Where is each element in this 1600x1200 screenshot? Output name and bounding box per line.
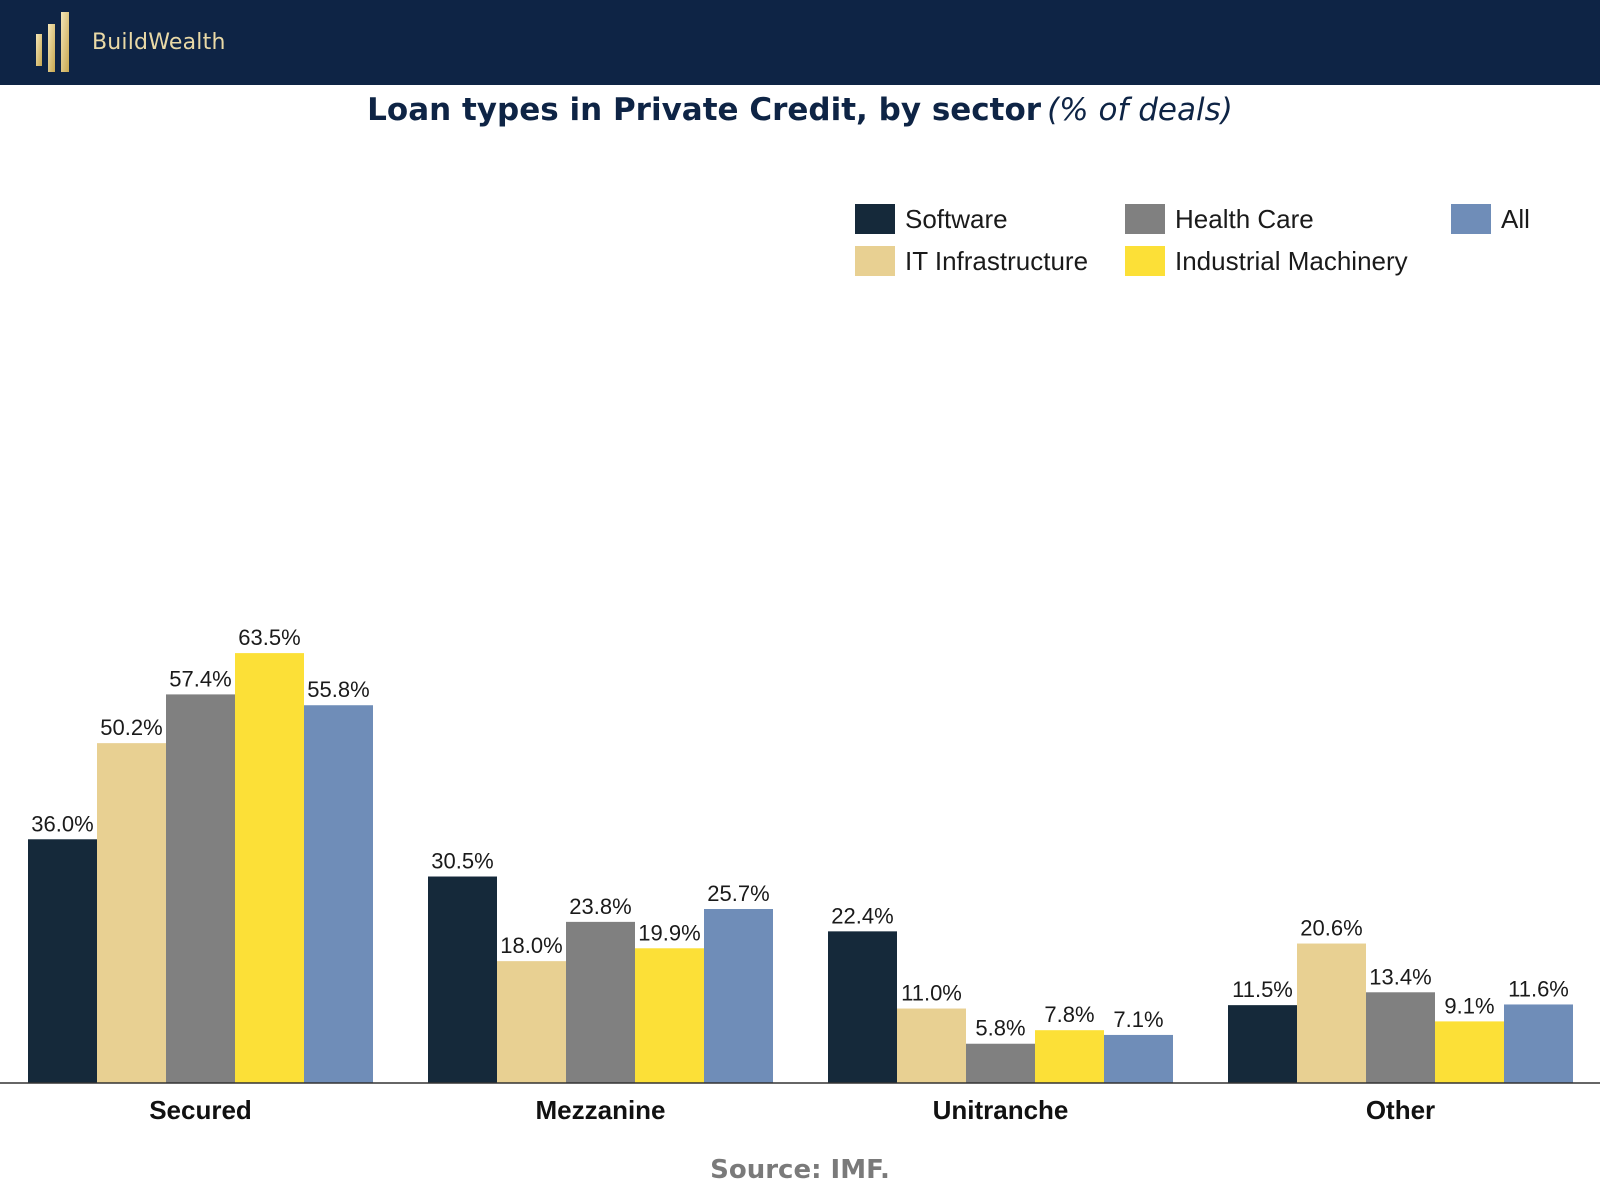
- data-label-unitranche-industrial-machinery: 7.8%: [1044, 1002, 1094, 1027]
- data-label-other-it-infrastructure: 20.6%: [1300, 916, 1362, 941]
- data-label-secured-it-infrastructure: 50.2%: [100, 715, 162, 740]
- data-label-bg: [1228, 976, 1297, 1002]
- data-label-bg: [828, 902, 897, 928]
- gold-bars-logo-icon: [36, 12, 69, 72]
- bar-secured-industrial-machinery: [235, 653, 304, 1083]
- data-label-other-industrial-machinery: 9.1%: [1444, 993, 1494, 1018]
- bar-other-it-infrastructure: [1297, 943, 1366, 1083]
- bar-unitranche-industrial-machinery: [1035, 1030, 1104, 1083]
- data-label-bg: [166, 665, 235, 691]
- bar-secured-software: [28, 839, 97, 1083]
- data-label-unitranche-health-care: 5.8%: [975, 1016, 1025, 1041]
- data-label-bg: [566, 892, 635, 918]
- data-label-bg: [497, 932, 566, 958]
- data-label-bg: [1297, 914, 1366, 940]
- data-label-mezzanine-software: 30.5%: [431, 849, 493, 874]
- data-label-mezzanine-health-care: 23.8%: [569, 894, 631, 919]
- data-label-bg: [1110, 1005, 1167, 1031]
- bar-secured-health-care: [166, 694, 235, 1083]
- data-label-bg: [428, 847, 497, 873]
- bar-other-software: [1228, 1005, 1297, 1083]
- category-label-unitranche: Unitranche: [933, 1095, 1069, 1125]
- bar-other-industrial-machinery: [1435, 1021, 1504, 1083]
- chart-title-main: Loan types in Private Credit, by sector: [367, 92, 1042, 128]
- legend-label-it-infrastructure: IT Infrastructure: [905, 246, 1088, 276]
- brand: BuildWealth: [34, 10, 226, 74]
- legend-label-software: Software: [905, 204, 1008, 234]
- data-label-mezzanine-all: 25.7%: [707, 881, 769, 906]
- legend-swatch-industrial-machinery: [1125, 246, 1165, 276]
- legend-label-health-care: Health Care: [1175, 204, 1314, 234]
- category-label-other: Other: [1366, 1095, 1435, 1125]
- data-label-bg: [635, 919, 704, 945]
- legend-swatch-all: [1451, 204, 1491, 234]
- bar-mezzanine-industrial-machinery: [635, 948, 704, 1083]
- data-label-secured-software: 36.0%: [31, 811, 93, 836]
- data-label-other-health-care: 13.4%: [1369, 964, 1431, 989]
- source-note: Source: IMF.: [710, 1155, 890, 1185]
- data-label-bg: [1441, 992, 1498, 1018]
- data-label-bg: [235, 624, 304, 650]
- data-label-bg: [28, 810, 97, 836]
- brand-name: BuildWealth: [92, 29, 226, 55]
- bar-secured-it-infrastructure: [97, 743, 166, 1083]
- bar-other-health-care: [1366, 992, 1435, 1083]
- bar-other-all: [1504, 1004, 1573, 1083]
- header-bar: BuildWealth: [0, 0, 1600, 85]
- data-label-mezzanine-industrial-machinery: 19.9%: [638, 920, 700, 945]
- bar-mezzanine-health-care: [566, 921, 635, 1083]
- data-label-secured-all: 55.8%: [307, 677, 369, 702]
- legend-swatch-software: [855, 204, 895, 234]
- bar-secured-all: [304, 705, 373, 1083]
- data-label-mezzanine-it-infrastructure: 18.0%: [500, 933, 562, 958]
- data-label-unitranche-it-infrastructure: 11.0%: [901, 981, 962, 1006]
- legend-label-all: All: [1501, 204, 1530, 234]
- category-label-secured: Secured: [149, 1095, 252, 1125]
- data-label-bg: [897, 979, 966, 1005]
- data-label-bg: [1504, 975, 1573, 1001]
- data-label-bg: [304, 676, 373, 702]
- chart-title-sub: (% of deals): [1047, 92, 1233, 128]
- data-label-bg: [1366, 963, 1435, 989]
- data-label-other-software: 11.5%: [1232, 977, 1293, 1002]
- data-label-other-all: 11.6%: [1508, 976, 1569, 1001]
- category-label-mezzanine: Mezzanine: [535, 1095, 665, 1125]
- data-label-unitranche-software: 22.4%: [831, 903, 893, 928]
- bar-mezzanine-software: [428, 876, 497, 1083]
- bar-unitranche-health-care: [966, 1043, 1035, 1083]
- data-label-bg: [972, 1014, 1029, 1040]
- data-label-unitranche-all: 7.1%: [1113, 1007, 1163, 1032]
- bar-mezzanine-it-infrastructure: [497, 961, 566, 1083]
- bar-mezzanine-all: [704, 909, 773, 1083]
- legend-label-industrial-machinery: Industrial Machinery: [1175, 246, 1408, 276]
- bar-unitranche-software: [828, 931, 897, 1083]
- data-label-bg: [704, 880, 773, 906]
- data-label-bg: [97, 714, 166, 740]
- chart-title: Loan types in Private Credit, by sector(…: [0, 92, 1600, 128]
- data-label-bg: [1041, 1001, 1098, 1027]
- legend-swatch-health-care: [1125, 204, 1165, 234]
- legend-swatch-it-infrastructure: [855, 246, 895, 276]
- bar-unitranche-it-infrastructure: [897, 1008, 966, 1083]
- bar-unitranche-all: [1104, 1034, 1173, 1083]
- data-label-secured-health-care: 57.4%: [169, 666, 231, 691]
- data-label-secured-industrial-machinery: 63.5%: [238, 625, 300, 650]
